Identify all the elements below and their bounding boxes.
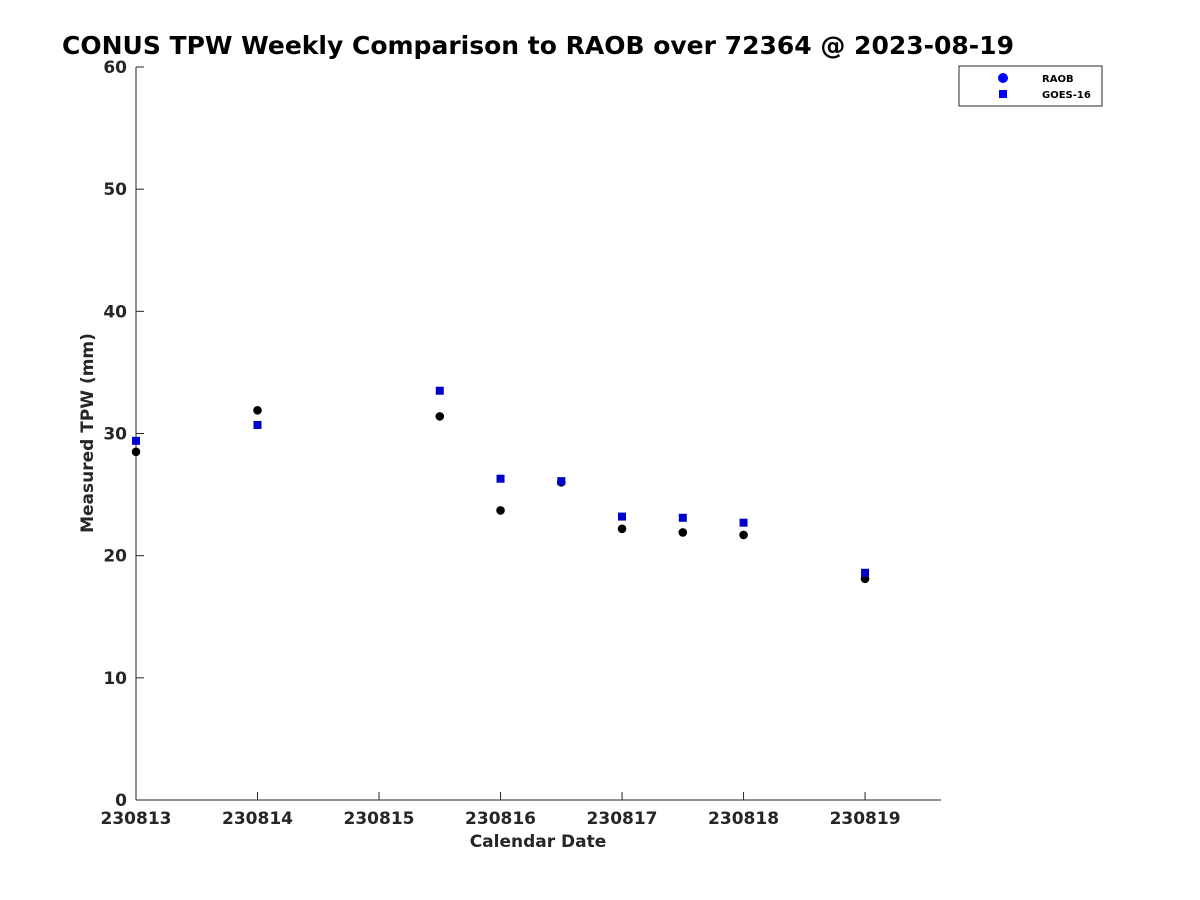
legend-label-goes16: GOES-16	[1042, 90, 1091, 101]
y-axis-ticks: 0 10 20 30 40 50 60	[103, 58, 144, 811]
x-tick-label: 230815	[344, 809, 415, 829]
x-tick-label: 230816	[465, 809, 536, 829]
x-tick-label: 230819	[830, 809, 901, 829]
plot-area	[135, 67, 941, 801]
raob-point	[253, 405, 262, 415]
x-tick-label: 230817	[587, 809, 658, 829]
goes16-point	[132, 436, 140, 445]
x-tick-label: 230813	[101, 809, 172, 829]
legend-box	[958, 65, 1103, 107]
series-raob	[131, 405, 870, 584]
legend-label-raob: RAOB	[1042, 74, 1074, 85]
series-goes16	[132, 386, 870, 577]
goes16-point	[861, 568, 870, 577]
x-axis-label: Calendar Date	[470, 832, 607, 852]
y-tick-label: 50	[103, 180, 127, 200]
y-tick-label: 60	[103, 58, 127, 78]
y-tick-label: 30	[103, 425, 127, 445]
y-tick-label: 0	[115, 791, 127, 811]
data-points	[131, 386, 870, 584]
goes16-point	[739, 518, 748, 527]
legend-marker-raob	[998, 73, 1008, 83]
goes16-point	[557, 477, 566, 486]
raob-point	[496, 506, 505, 515]
raob-point	[131, 447, 141, 457]
raob-point	[739, 530, 748, 540]
y-axis-label: Measured TPW (mm)	[78, 333, 98, 533]
goes16-point	[253, 420, 262, 429]
y-tick-label: 40	[103, 302, 127, 322]
raob-point	[617, 524, 627, 534]
goes16-point	[618, 512, 627, 521]
raob-point	[435, 412, 445, 421]
y-tick-label: 20	[103, 547, 127, 567]
chart-title: CONUS TPW Weekly Comparison to RAOB over…	[62, 31, 1014, 60]
x-tick-label: 230814	[222, 809, 293, 829]
goes16-point	[496, 474, 505, 483]
y-tick-label: 10	[103, 669, 127, 689]
legend-marker-goes16	[999, 90, 1007, 98]
x-axis-ticks: 230813 230814 230815 230816 230817 230818 2308…	[101, 792, 901, 829]
goes16-point	[435, 386, 444, 395]
raob-point	[678, 528, 688, 537]
x-tick-label: 230818	[708, 809, 779, 829]
goes16-point	[678, 513, 687, 522]
legend: RAOB GOES-16	[958, 65, 1103, 107]
